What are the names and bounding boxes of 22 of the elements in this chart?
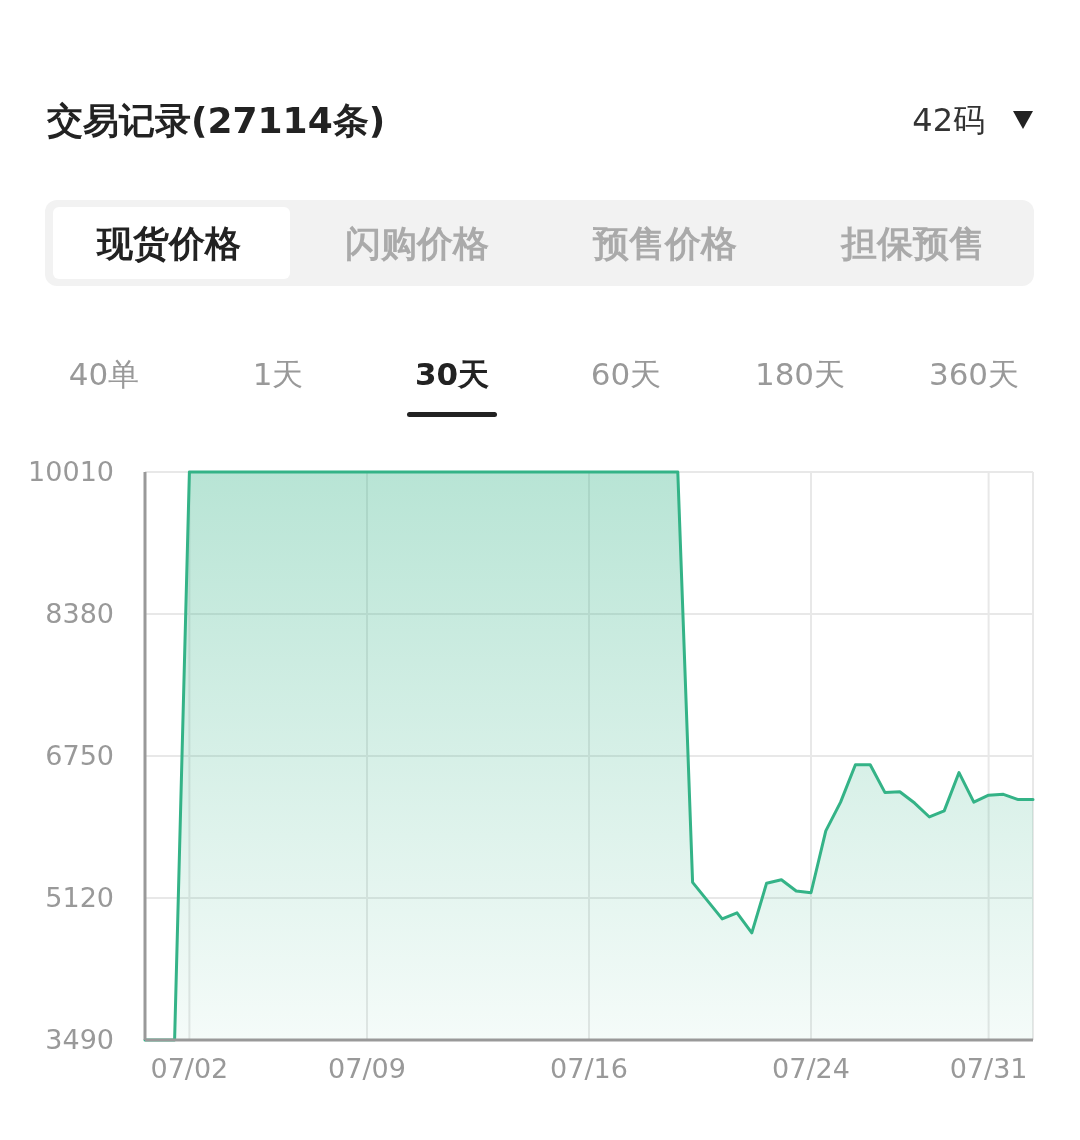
x-tick-label: 07/16: [550, 1053, 628, 1084]
x-tick-label: 07/24: [772, 1053, 850, 1084]
chart-title: 交易记录(27114条): [46, 100, 386, 141]
text: 预售价格: [592, 223, 737, 264]
y-tick-label: 6750: [45, 740, 114, 772]
text: 现货价格: [95, 223, 241, 264]
text: 60天: [590, 356, 662, 392]
x-tick-label: 07/09: [328, 1053, 406, 1084]
text: 360天: [928, 356, 1020, 392]
x-tick-label: 07/02: [150, 1053, 229, 1084]
text: 42码: [912, 101, 985, 139]
text: 180天: [754, 356, 846, 392]
text: 40单: [68, 356, 140, 392]
text: 担保预售: [839, 223, 985, 264]
text: 1天: [252, 356, 304, 392]
text: 闪购价格: [345, 223, 489, 264]
x-tick-label: 07/31: [949, 1053, 1028, 1084]
y-tick-label: 3490: [45, 1024, 114, 1056]
y-tick-label: 5120: [45, 882, 114, 914]
text: 30天: [414, 356, 490, 392]
y-tick-label: 8380: [45, 598, 114, 630]
y-tick-label: 10010: [28, 456, 114, 488]
